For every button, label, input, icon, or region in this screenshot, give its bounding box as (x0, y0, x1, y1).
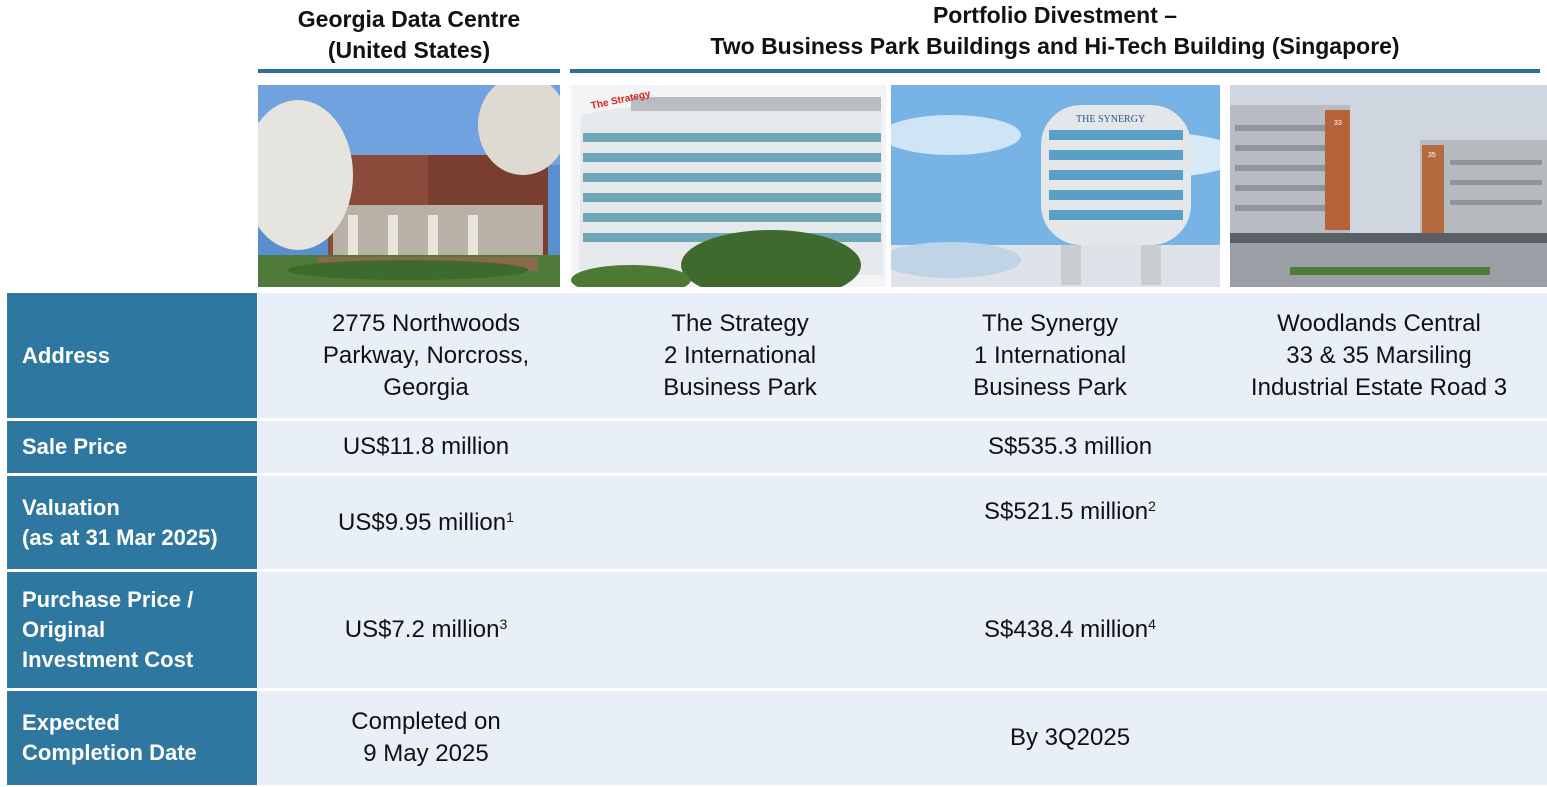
portfolio-valuation-value-wrap: S$521.5 million2 (984, 496, 1156, 528)
footnote-marker: 2 (1148, 498, 1156, 514)
address-label-text: Address (22, 342, 111, 368)
portfolio-valuation-value: S$521.5 million (984, 498, 1149, 525)
georgia-valuation-value: US$9.95 million (338, 508, 507, 536)
georgia-purchase-price: US$7.2 million3 (258, 572, 594, 688)
valuation-row-band (258, 476, 1547, 569)
georgia-sale-price: US$11.8 million (258, 421, 594, 473)
woodlands-sign-a: 33 (1334, 120, 1342, 127)
portfolio-header-rule (570, 69, 1540, 73)
georgia-header: Georgia Data Centre (United States) (258, 4, 560, 66)
georgia-purchase-value-wrap: US$7.2 million3 (345, 614, 508, 646)
purchase-price-label-line-1: Purchase Price / (22, 587, 194, 612)
portfolio-purchase-price-value: S$438.4 million (984, 616, 1149, 643)
georgia-completion: Completed on 9 May 2025 (258, 691, 594, 785)
purchase-price-label-line-3: Investment Cost (22, 647, 194, 672)
valuation-label: Valuation (as at 31 Mar 2025) (7, 476, 257, 569)
completion-row-band (258, 691, 1547, 785)
woodlands-address-line-3: Industrial Estate Road 3 (1250, 373, 1508, 401)
strategy-address-line-1: The Strategy (671, 309, 809, 337)
completion-label-line-2: Completion Date (22, 740, 197, 765)
georgia-sale-price-value: US$11.8 million (342, 433, 510, 460)
purchase-price-label-line-2: Original (22, 617, 106, 642)
georgia-completion-line-2: 9 May 2025 (363, 740, 489, 767)
portfolio-header-line-2: Two Business Park Buildings and Hi-Tech … (710, 33, 1400, 59)
synergy-photo: THE SYNERGY (891, 85, 1220, 287)
footnote-marker: 4 (1148, 616, 1156, 632)
portfolio-header-line-1: Portfolio Divestment – (932, 2, 1178, 28)
purchase-price-row-band (258, 572, 1547, 688)
portfolio-sale-price-value: S$535.3 million (987, 433, 1153, 460)
sale-price-label: Sale Price (7, 421, 257, 473)
woodlands-address: Woodlands Central 33 & 35 Marsiling Indu… (1220, 293, 1538, 418)
georgia-header-line-2: (United States) (327, 37, 491, 63)
synergy-address-line-1: The Synergy (981, 309, 1119, 337)
purchase-price-label: Purchase Price / Original Investment Cos… (7, 572, 257, 688)
portfolio-header: Portfolio Divestment – Two Business Park… (570, 0, 1540, 62)
woodlands-sign-b: 35 (1428, 152, 1436, 159)
valuation-label-line-1: Valuation (22, 494, 120, 520)
synergy-address-line-3: Business Park (973, 373, 1127, 401)
portfolio-purchase-value-wrap: S$438.4 million4 (984, 614, 1156, 646)
sale-price-label-text: Sale Price (22, 434, 128, 459)
completion-label-line-1: Expected (22, 710, 120, 735)
georgia-photo (258, 85, 560, 287)
strategy-photo: The Strategy (571, 85, 886, 287)
footnote-marker: 1 (506, 508, 514, 525)
georgia-address: 2775 Northwoods Parkway, Norcross, Georg… (258, 293, 594, 418)
portfolio-purchase-price: S$438.4 million4 (870, 572, 1270, 688)
address-label: Address (7, 293, 257, 418)
georgia-valuation-value-wrap: US$9.95 million1 (338, 507, 514, 539)
synergy-address: The Synergy 1 International Business Par… (890, 293, 1210, 418)
valuation-label-line-2: (as at 31 Mar 2025) (22, 524, 218, 550)
strategy-address-line-3: Business Park (663, 373, 817, 401)
portfolio-completion-value: By 3Q2025 (1009, 724, 1131, 751)
synergy-sign: THE SYNERGY (1076, 114, 1145, 125)
footnote-marker: 3 (499, 616, 508, 632)
georgia-address-line-2: Parkway, Norcross, (322, 341, 530, 369)
georgia-header-rule (258, 69, 560, 73)
strategy-address: The Strategy 2 International Business Pa… (594, 293, 886, 418)
portfolio-completion: By 3Q2025 (870, 691, 1270, 785)
woodlands-photo: 33 35 (1230, 85, 1547, 287)
georgia-header-line-1: Georgia Data Centre (297, 6, 521, 32)
georgia-purchase-price-value: US$7.2 million (344, 616, 500, 643)
synergy-address-line-2: 1 International (973, 341, 1127, 369)
georgia-address-line-3: Georgia (383, 373, 469, 401)
address-row-band (258, 293, 1547, 418)
woodlands-address-line-2: 33 & 35 Marsiling (1286, 341, 1472, 369)
woodlands-address-line-1: Woodlands Central (1277, 309, 1481, 337)
georgia-address-line-1: 2775 Northwoods (331, 309, 521, 337)
completion-label: Expected Completion Date (7, 691, 257, 785)
georgia-completion-line-1: Completed on (351, 708, 501, 735)
georgia-valuation: US$9.95 million1 (258, 476, 594, 569)
sale-price-row-band (258, 421, 1547, 473)
portfolio-sale-price: S$535.3 million (870, 421, 1270, 473)
portfolio-valuation: S$521.5 million2 (870, 476, 1270, 548)
strategy-address-line-2: 2 International (663, 341, 817, 369)
